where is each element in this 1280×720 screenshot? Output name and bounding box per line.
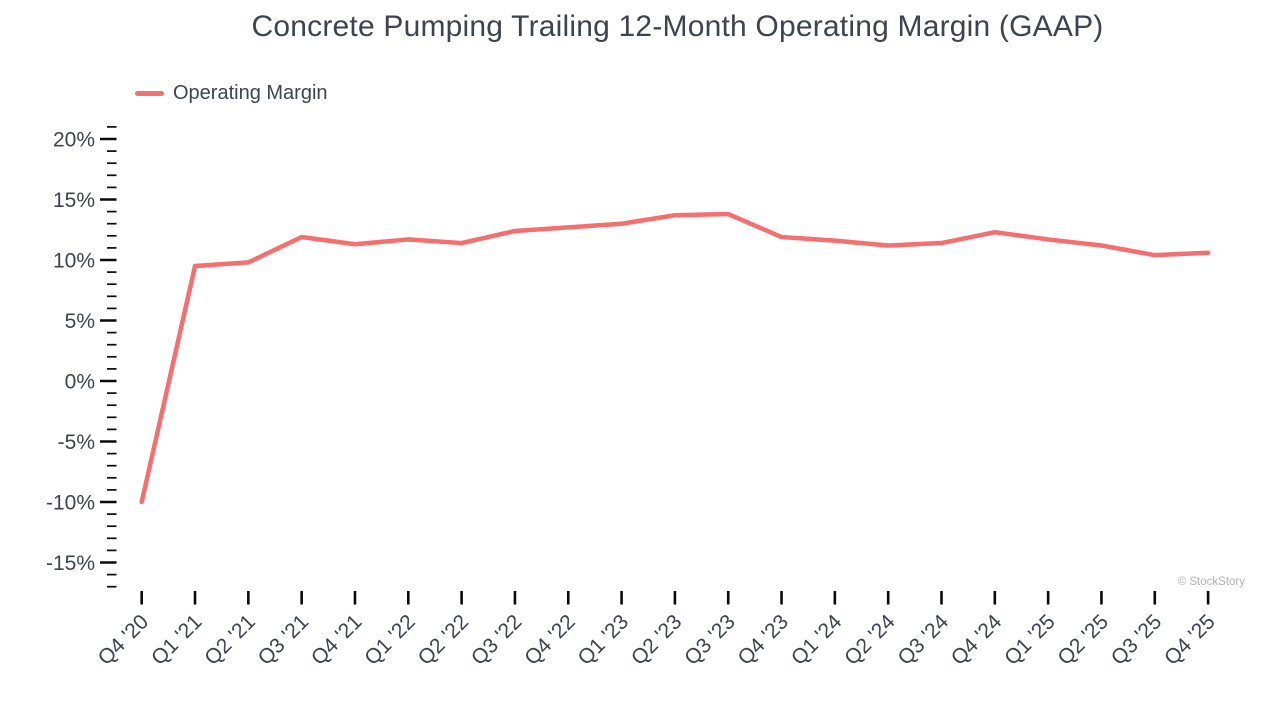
y-axis-tick-label: -5% xyxy=(58,431,95,454)
x-axis-label: Q2 '22 xyxy=(414,610,474,670)
y-axis-tick-label: 0% xyxy=(65,371,95,394)
x-axis-label: Q3 '22 xyxy=(467,610,527,670)
x-axis-label: Q4 '25 xyxy=(1160,610,1220,670)
y-axis-tick-label: 10% xyxy=(53,250,95,273)
x-axis-label: Q1 '25 xyxy=(1000,610,1060,670)
chart-title: Concrete Pumping Trailing 12-Month Opera… xyxy=(251,10,1104,43)
legend-label: Operating Margin xyxy=(173,82,328,104)
x-axis-label: Q4 '23 xyxy=(734,610,794,670)
y-axis-tick-label: 15% xyxy=(53,189,95,212)
legend: Operating Margin xyxy=(135,82,328,105)
x-axis-label: Q3 '23 xyxy=(680,610,740,670)
x-axis-label: Q1 '24 xyxy=(787,610,847,670)
x-axis-label: Q2 '24 xyxy=(840,610,900,670)
x-axis-label: Q1 '23 xyxy=(574,610,634,670)
x-axis-label: Q2 '21 xyxy=(200,610,260,670)
x-axis-label: Q1 '21 xyxy=(147,610,207,670)
x-axis-label: Q4 '21 xyxy=(307,610,367,670)
y-axis-tick-label: -10% xyxy=(46,492,95,515)
y-axis-tick-label: 5% xyxy=(65,310,95,333)
x-axis-label: Q2 '23 xyxy=(627,610,687,670)
x-axis-label: Q4 '22 xyxy=(520,610,580,670)
x-axis-label: Q3 '25 xyxy=(1107,610,1167,670)
y-axis-tick-label: 20% xyxy=(53,129,95,152)
x-axis-label: Q4 '20 xyxy=(94,610,154,670)
x-axis-label: Q4 '24 xyxy=(947,610,1007,670)
legend-line-swatch xyxy=(135,91,164,96)
y-axis-tick-label: -15% xyxy=(46,552,95,575)
x-axis-label: Q2 '25 xyxy=(1053,610,1113,670)
x-axis-label: Q3 '24 xyxy=(893,610,953,670)
x-axis-label: Q3 '21 xyxy=(254,610,314,670)
x-axis-label: Q1 '22 xyxy=(360,610,420,670)
operating-margin-line xyxy=(139,211,1211,505)
stockstory-watermark: © StockStory xyxy=(1177,576,1245,588)
